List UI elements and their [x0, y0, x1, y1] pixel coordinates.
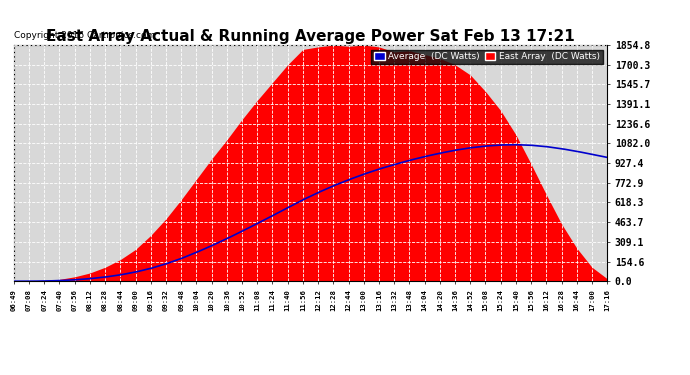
Text: Copyright 2016 Cartronics.com: Copyright 2016 Cartronics.com: [14, 31, 155, 40]
Legend: Average  (DC Watts), East Array  (DC Watts): Average (DC Watts), East Array (DC Watts…: [371, 50, 602, 64]
Title: East Array Actual & Running Average Power Sat Feb 13 17:21: East Array Actual & Running Average Powe…: [46, 29, 575, 44]
